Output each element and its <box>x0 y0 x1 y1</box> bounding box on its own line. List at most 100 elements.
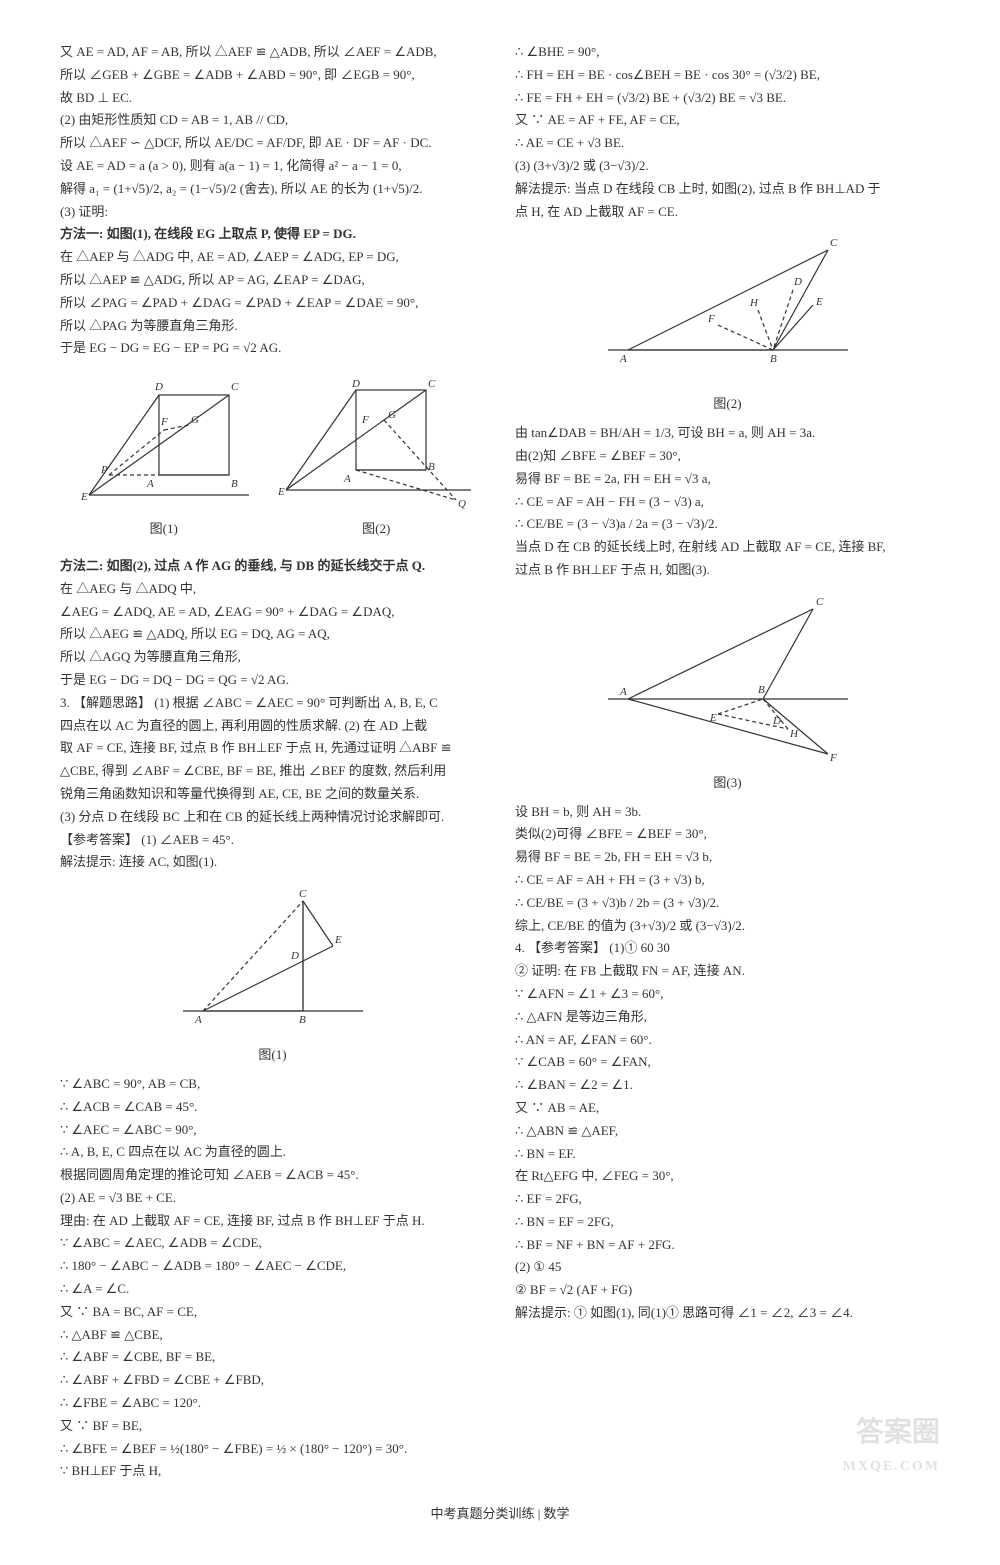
text: ∴ CE/BE = (3 + √3)b / 2b = (3 + √3)/2. <box>515 893 940 914</box>
svg-text:A: A <box>194 1014 202 1026</box>
text: ∵ ∠AFN = ∠1 + ∠3 = 60°, <box>515 984 940 1005</box>
text: ∴ ∠ABF = ∠CBE, BF = BE, <box>60 1347 485 1368</box>
text: ∴ A, B, E, C 四点在以 AC 为直径的圆上. <box>60 1142 485 1163</box>
text: ② 证明: 在 FB 上截取 FN = AF, 连接 AN. <box>515 961 940 982</box>
figure-2: DC AB EF GQ 图(2) <box>276 375 476 540</box>
text: 所以 ∠PAG = ∠PAD + ∠DAG = ∠PAD + ∠EAP = ∠D… <box>60 293 485 314</box>
svg-text:D: D <box>290 950 299 962</box>
svg-text:A: A <box>619 686 627 698</box>
text: 易得 BF = BE = 2a, FH = EH = √3 a, <box>515 469 940 490</box>
svg-text:C: C <box>830 237 838 249</box>
svg-text:B: B <box>299 1014 306 1026</box>
svg-text:A: A <box>619 353 627 365</box>
left-column: 又 AE = AD, AF = AB, 所以 △AEF ≌ △ADB, 所以 ∠… <box>60 40 485 1484</box>
fig-caption: 图(2) <box>362 519 390 540</box>
svg-text:C: C <box>299 888 307 900</box>
text: ∴ BF = NF + BN = AF + 2FG. <box>515 1235 940 1256</box>
text: 又 ∵ BF = BE, <box>60 1416 485 1437</box>
text: 过点 B 作 BH⊥EF 于点 H, 如图(3). <box>515 560 940 581</box>
svg-text:E: E <box>334 934 342 946</box>
text: 方法二: 如图(2), 过点 A 作 AG 的垂线, 与 DB 的延长线交于点 … <box>60 556 485 577</box>
text: ∵ ∠ABC = ∠AEC, ∠ADB = ∠CDE, <box>60 1233 485 1254</box>
svg-text:G: G <box>388 409 396 421</box>
text: 取 AF = CE, 连接 BF, 过点 B 作 BH⊥EF 于点 H, 先通过… <box>60 738 485 759</box>
svg-text:C: C <box>428 378 436 390</box>
text: (2) AE = √3 BE + CE. <box>60 1188 485 1209</box>
text: 易得 BF = BE = 2b, FH = EH = √3 b, <box>515 847 940 868</box>
svg-text:H: H <box>749 297 759 309</box>
svg-text:D: D <box>154 381 163 393</box>
svg-text:F: F <box>361 414 369 426</box>
text: 在 △AEP 与 △ADG 中, AE = AD, ∠AEP = ∠ADG, E… <box>60 247 485 268</box>
text: ∵ ∠CAB = 60° = ∠FAN, <box>515 1052 940 1073</box>
svg-text:P: P <box>100 464 108 476</box>
text: ∴ AN = AF, ∠FAN = 60°. <box>515 1030 940 1051</box>
text: 根据同圆周角定理的推论可知 ∠AEB = ∠ACB = 45°. <box>60 1165 485 1186</box>
text: 类似(2)可得 ∠BFE = ∠BEF = 30°, <box>515 824 940 845</box>
text: ∴ ∠ABF + ∠FBD = ∠CBE + ∠FBD, <box>60 1370 485 1391</box>
text: (3) 分点 D 在线段 BC 上和在 CB 的延长线上两种情况讨论求解即可. <box>60 807 485 828</box>
fig-caption: 图(1) <box>258 1045 286 1066</box>
text: 解法提示: 当点 D 在线段 CB 上时, 如图(2), 过点 B 作 BH⊥A… <box>515 179 940 200</box>
text: 故 BD ⊥ EC. <box>60 88 485 109</box>
method-label: 方法一: 如图(1), 在线段 EG 上取点 P, 使得 EP = DG. <box>60 226 356 241</box>
svg-text:D: D <box>351 378 360 390</box>
text: 方法一: 如图(1), 在线段 EG 上取点 P, 使得 EP = DG. <box>60 224 485 245</box>
text: ∴ FH = EH = BE · cos∠BEH = BE · cos 30° … <box>515 65 940 86</box>
fig-caption: 图(2) <box>713 394 741 415</box>
text: 解法提示: ① 如图(1), 同(1)① 思路可得 ∠1 = ∠2, ∠3 = … <box>515 1303 940 1324</box>
svg-text:H: H <box>789 728 799 740</box>
svg-text:C: C <box>231 381 239 393</box>
text: 所以 ∠GEB + ∠GBE = ∠ADB + ∠ABD = 90°, 即 ∠E… <box>60 65 485 86</box>
text: ∴ ∠A = ∠C. <box>60 1279 485 1300</box>
svg-text:Q: Q <box>458 498 466 510</box>
text: ∴ BN = EF = 2FG, <box>515 1212 940 1233</box>
figure-1: DC AB EF GP 图(1) <box>69 375 259 540</box>
text: (2) 由矩形性质知 CD = AB = 1, AB // CD, <box>60 110 485 131</box>
figure-row-1-2: D C A B E F G P 图(1) <box>60 367 485 548</box>
text: 解得 a₁ = (1+√5)/2, a₂ = (1−√5)/2 (舍去), 所以… <box>60 179 485 200</box>
svg-text:A: A <box>343 473 351 485</box>
text: 在 △AEG 与 △ADQ 中, <box>60 579 485 600</box>
watermark-sub: MXQE.COM <box>843 1456 940 1478</box>
figure-5: AB CE DF H 图(3) <box>515 589 940 794</box>
watermark: 答案圈 MXQE.COM <box>843 1411 940 1478</box>
svg-text:D: D <box>772 715 781 727</box>
text: ∴ AE = CE + √3 BE. <box>515 133 940 154</box>
text: ∴ CE/BE = (3 − √3)a / 2a = (3 − √3)/2. <box>515 514 940 535</box>
fig-caption: 图(3) <box>713 773 741 794</box>
text: 3. 【解题思路】 (1) 根据 ∠ABC = ∠AEC = 90° 可判断出 … <box>60 693 485 714</box>
svg-text:C: C <box>816 596 824 608</box>
text: 设 BH = b, 则 AH = 3b. <box>515 802 940 823</box>
text: ∴ △ABF ≌ △CBE, <box>60 1325 485 1346</box>
text: △CBE, 得到 ∠ABF = ∠CBE, BF = BE, 推出 ∠BEF 的… <box>60 761 485 782</box>
text: 点 H, 在 AD 上截取 AF = CE. <box>515 202 940 223</box>
text: ∴ BN = EF. <box>515 1144 940 1165</box>
text: (3) (3+√3)/2 或 (3−√3)/2. <box>515 156 940 177</box>
text: ∴ EF = 2FG, <box>515 1189 940 1210</box>
text: 所以 △AEP ≌ △ADG, 所以 AP = AG, ∠EAP = ∠DAG, <box>60 270 485 291</box>
text: 【参考答案】 (1) ∠AEB = 45°. <box>60 830 485 851</box>
text: ∴ CE = AF = AH + FH = (3 + √3) b, <box>515 870 940 891</box>
text: 于是 EG − DG = DQ − DG = QG = √2 AG. <box>60 670 485 691</box>
svg-text:F: F <box>707 313 715 325</box>
text: 于是 EG − DG = EG − EP = PG = √2 AG. <box>60 338 485 359</box>
text: 由 tan∠DAB = BH/AH = 1/3, 可设 BH = a, 则 AH… <box>515 423 940 444</box>
text: 所以 △AEF ∽ △DCF, 所以 AE/DC = AF/DF, 即 AE ·… <box>60 133 485 154</box>
text: ② BF = √2 (AF + FG) <box>515 1280 940 1301</box>
text: 所以 △PAG 为等腰直角三角形. <box>60 316 485 337</box>
text: ∴ ∠BFE = ∠BEF = ½(180° − ∠FBE) = ½ × (18… <box>60 1439 485 1460</box>
page-footer: 中考真题分类训练 | 数学 <box>60 1504 940 1525</box>
method-label: 方法二: 如图(2), 过点 A 作 AG 的垂线, 与 DB 的延长线交于点 … <box>60 558 425 573</box>
text: ∠AEG = ∠ADQ, AE = AD, ∠EAG = 90° + ∠DAG … <box>60 602 485 623</box>
svg-text:A: A <box>146 478 154 490</box>
fig-caption: 图(1) <box>150 519 178 540</box>
text: 所以 △AGQ 为等腰直角三角形, <box>60 647 485 668</box>
svg-text:E: E <box>277 486 285 498</box>
right-column: ∴ ∠BHE = 90°, ∴ FH = EH = BE · cos∠BEH =… <box>515 40 940 1484</box>
text: ∵ BH⊥EF 于点 H, <box>60 1461 485 1482</box>
svg-text:B: B <box>231 478 238 490</box>
svg-text:F: F <box>829 752 837 764</box>
text: 锐角三角函数知识和等量代换得到 AE, CE, BE 之间的数量关系. <box>60 784 485 805</box>
text: 综上, CE/BE 的值为 (3+√3)/2 或 (3−√3)/2. <box>515 916 940 937</box>
